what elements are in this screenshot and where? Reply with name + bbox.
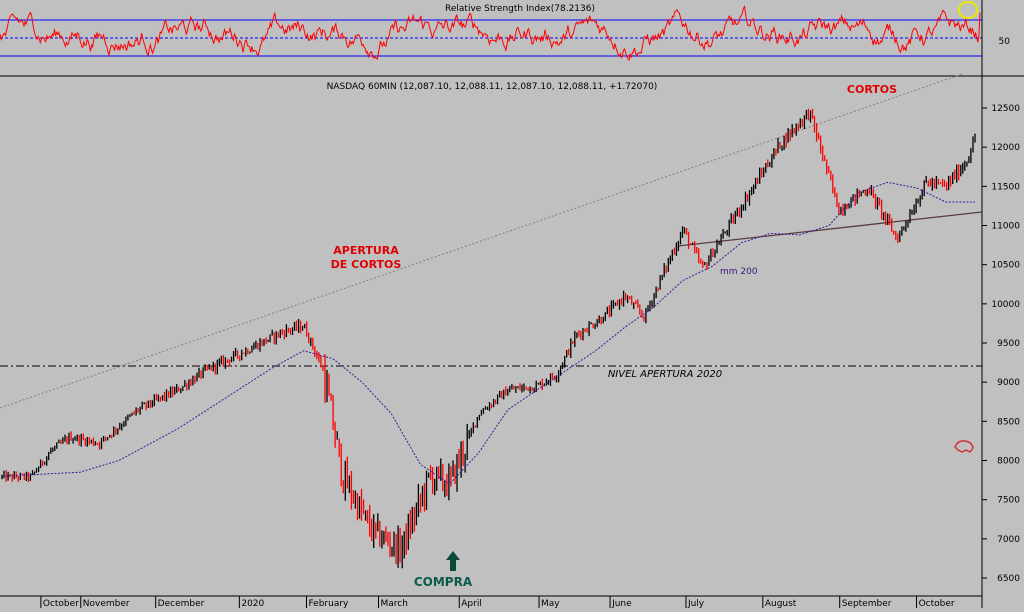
price-tick-label: 6500 — [997, 574, 1020, 584]
compra-label: COMPRA — [414, 575, 473, 589]
month-label: December — [158, 599, 205, 608]
price-header: NASDAQ 60MIN (12,087.10, 12,088.11, 12,0… — [327, 82, 658, 92]
price-tick-label: 10000 — [991, 300, 1020, 310]
price-tick-label: 12500 — [991, 104, 1020, 114]
rsi-panel: Relative Strength Index(78.2136) 50 — [0, 0, 1010, 76]
apertura-label-line1: APERTURA — [333, 244, 399, 257]
month-label: October — [919, 599, 955, 608]
price-tick-label: 8000 — [997, 457, 1020, 467]
mm200-line — [1, 181, 975, 485]
nivel-apertura-label: NIVEL APERTURA 2020 — [608, 369, 722, 380]
price-tick-label: 9000 — [997, 378, 1020, 388]
mm200-label: mm 200 — [720, 267, 758, 277]
price-axis-ticks: 6500 7000 7500 8000 8500 9000 9500 10000 10500 11… — [982, 104, 1020, 584]
month-label: July — [687, 599, 705, 608]
bull-logo-icon — [954, 440, 974, 453]
price-tick-label: 11500 — [991, 182, 1020, 192]
month-label: May — [541, 599, 560, 608]
rsi-line — [0, 5, 981, 62]
price-bars — [1, 108, 976, 569]
rsi-title: Relative Strength Index(78.2136) — [445, 4, 595, 14]
support-trendline — [677, 211, 983, 247]
month-label: 2020 — [241, 599, 264, 608]
rsi-tick-50: 50 — [999, 37, 1011, 47]
month-label: August — [765, 599, 797, 608]
month-label: September — [842, 599, 892, 608]
month-label: October — [43, 599, 79, 608]
price-tick-label: 9500 — [997, 339, 1020, 349]
month-label: June — [611, 599, 632, 608]
price-tick-label: 7500 — [997, 496, 1020, 506]
month-label: March — [380, 599, 407, 608]
compra-arrow-icon — [446, 551, 460, 571]
price-tick-label: 8500 — [997, 417, 1020, 427]
rsi-highlight-circle — [958, 1, 978, 19]
price-tick-label: 7000 — [997, 535, 1020, 545]
month-label: November — [83, 599, 130, 608]
price-tick-label: 10500 — [991, 261, 1020, 271]
cortos-label: CORTOS — [847, 83, 897, 96]
price-tick-label: 11000 — [991, 222, 1020, 232]
date-axis-labels: October November December 2020 February March… — [40, 596, 955, 609]
upper-trendline — [0, 73, 963, 409]
month-label: April — [461, 599, 482, 608]
apertura-label-line2: DE CORTOS — [331, 258, 402, 271]
month-label: February — [308, 599, 349, 608]
price-tick-label: 12000 — [991, 143, 1020, 153]
